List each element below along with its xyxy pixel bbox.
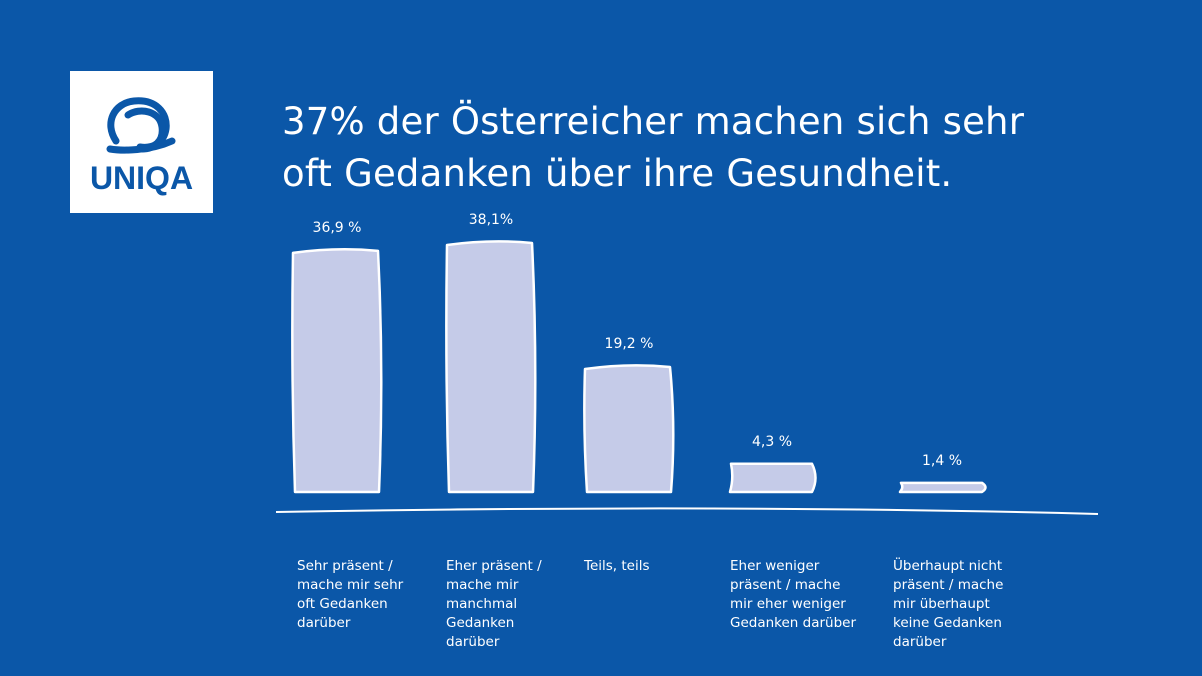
bar-4 (728, 462, 817, 494)
uniqa-logo: UNIQA (70, 71, 213, 213)
category-label-2: Eher präsent / mache mir manchmal Gedank… (446, 558, 542, 650)
category-label-5: Überhaupt nicht präsent / mache mir über… (893, 558, 1004, 650)
value-label-2: 38,1% (469, 212, 513, 228)
bar-2 (445, 240, 537, 494)
uniqa-logo-mark: UNIQA (90, 97, 193, 196)
category-label-1: Sehr präsent / mache mir sehr oft Gedank… (297, 558, 404, 631)
baseline (275, 507, 1099, 515)
bar-5 (898, 481, 987, 494)
bar-3 (583, 364, 675, 494)
bar-1 (291, 248, 383, 494)
logo-text: UNIQA (90, 160, 193, 196)
title-line-2: oft Gedanken über ihre Gesundheit. (282, 152, 953, 195)
value-label-3: 19,2 % (605, 336, 654, 352)
value-label-4: 4,3 % (752, 434, 792, 450)
category-label-3: Teils, teils (584, 558, 650, 574)
value-label-5: 1,4 % (922, 453, 962, 469)
title-line-1: 37% der Österreicher machen sich sehr (282, 100, 1025, 143)
category-label-4: Eher weniger präsent / mache mir eher we… (730, 558, 857, 631)
page-title: 37% der Österreicher machen sich sehr of… (282, 96, 1182, 200)
value-label-1: 36,9 % (313, 220, 362, 236)
